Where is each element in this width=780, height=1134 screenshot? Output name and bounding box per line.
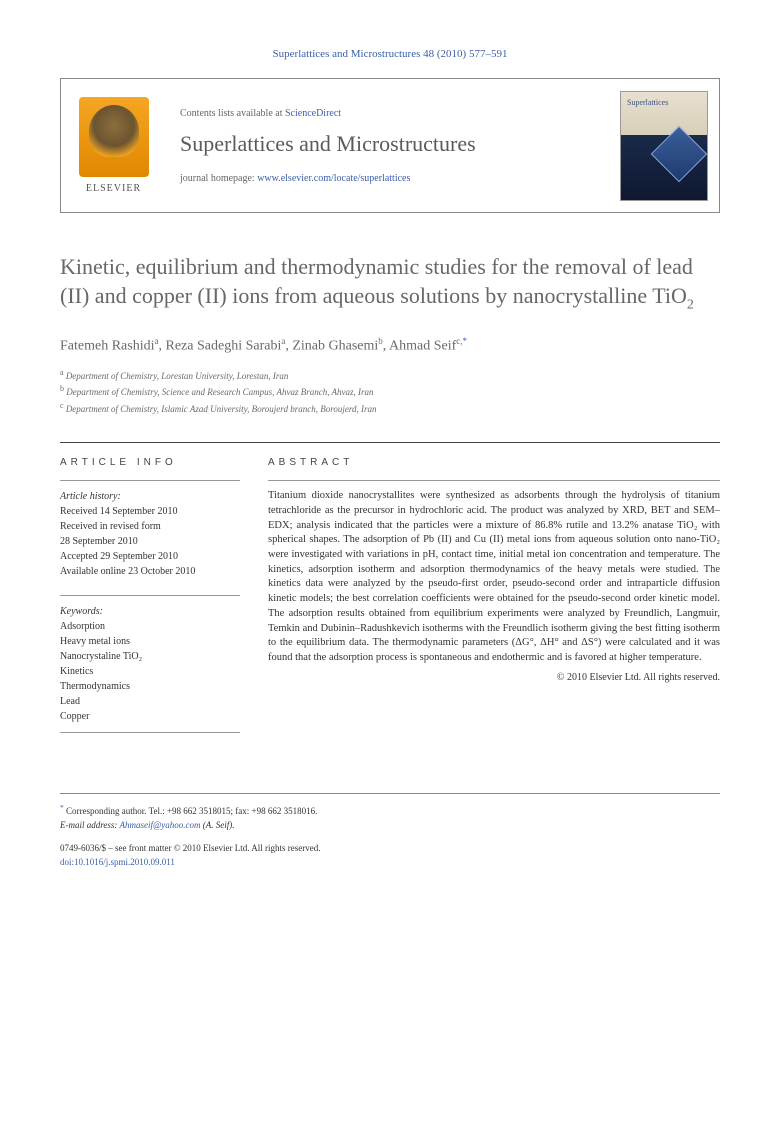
author-3-aff: b <box>378 336 383 346</box>
abstract-copyright: © 2010 Elsevier Ltd. All rights reserved… <box>268 672 720 683</box>
journal-homepage: journal homepage: www.elsevier.com/locat… <box>180 173 595 184</box>
affiliation-a: a Department of Chemistry, Lorestan Univ… <box>60 367 720 384</box>
keyword-3: Kinetics <box>60 664 240 679</box>
abstract-column: ABSTRACT Titanium dioxide nanocrystallit… <box>268 457 720 733</box>
author-1: Fatemeh Rashidi <box>60 339 155 354</box>
doi-line: doi:10.1016/j.spmi.2010.09.011 <box>60 856 720 870</box>
issn-copyright: 0749-6036/$ – see front matter © 2010 El… <box>60 842 720 856</box>
article-info-column: ARTICLE INFO Article history: Received 1… <box>60 457 240 733</box>
article-history: Article history: Received 14 September 2… <box>60 480 240 579</box>
keyword-1: Heavy metal ions <box>60 634 240 649</box>
citation-line: Superlattices and Microstructures 48 (20… <box>60 48 720 60</box>
affiliation-c: c Department of Chemistry, Islamic Azad … <box>60 400 720 417</box>
page-footer: * Corresponding author. Tel.: +98 662 35… <box>60 793 720 869</box>
affiliations: a Department of Chemistry, Lorestan Univ… <box>60 367 720 417</box>
aff-b-text: Department of Chemistry, Science and Res… <box>66 387 373 397</box>
elsevier-tree-icon <box>79 97 149 177</box>
aff-a-sup: a <box>60 368 64 377</box>
contents-prefix: Contents lists available at <box>180 108 285 119</box>
affiliation-b: b Department of Chemistry, Science and R… <box>60 383 720 400</box>
email-label: E-mail address: <box>60 820 117 830</box>
keyword-5: Lead <box>60 694 240 709</box>
keyword-4: Thermodynamics <box>60 679 240 694</box>
sciencedirect-link[interactable]: ScienceDirect <box>285 108 341 119</box>
keywords-label: Keywords: <box>60 604 240 619</box>
doi-label: doi: <box>60 857 74 867</box>
author-2: Reza Sadeghi Sarabi <box>166 339 282 354</box>
doi-link[interactable]: 10.1016/j.spmi.2010.09.011 <box>74 857 175 867</box>
online-date: Available online 23 October 2010 <box>60 564 240 579</box>
corresp-star-icon: * <box>463 336 468 346</box>
article-title: Kinetic, equilibrium and thermodynamic s… <box>60 253 720 314</box>
revised-date: 28 September 2010 <box>60 534 240 549</box>
keyword-6: Copper <box>60 709 240 724</box>
author-4: Ahmad Seif <box>389 339 456 354</box>
history-label: Article history: <box>60 489 240 504</box>
author-3: Zinab Ghasemi <box>292 339 378 354</box>
email-name: (A. Seif). <box>203 820 235 830</box>
article-info-header: ARTICLE INFO <box>60 457 240 468</box>
aff-c-sup: c <box>60 401 64 410</box>
footer-star-icon: * <box>60 803 64 812</box>
publisher-logo-area: ELSEVIER <box>61 79 166 212</box>
received-date: Received 14 September 2010 <box>60 504 240 519</box>
corresp-author-line: * Corresponding author. Tel.: +98 662 35… <box>60 802 720 819</box>
title-text: Kinetic, equilibrium and thermodynamic s… <box>60 254 693 308</box>
journal-name: Superlattices and Microstructures <box>180 131 595 157</box>
journal-header: ELSEVIER Contents lists available at Sci… <box>60 78 720 213</box>
contents-available: Contents lists available at ScienceDirec… <box>180 108 595 119</box>
author-1-aff: a <box>155 336 159 346</box>
accepted-date: Accepted 29 September 2010 <box>60 549 240 564</box>
publisher-label: ELSEVIER <box>86 183 141 194</box>
keyword-2: Nanocrystaline TiO₂ <box>60 649 240 664</box>
homepage-link[interactable]: www.elsevier.com/locate/superlattices <box>257 173 410 184</box>
abstract-text: Titanium dioxide nanocrystallites were s… <box>268 480 720 665</box>
author-2-aff: a <box>281 336 285 346</box>
email-link[interactable]: Ahmaseif@yahoo.com <box>120 820 201 830</box>
abstract-header: ABSTRACT <box>268 457 720 468</box>
aff-c-text: Department of Chemistry, Islamic Azad Un… <box>66 404 377 414</box>
corresp-email-line: E-mail address: Ahmaseif@yahoo.com (A. S… <box>60 819 720 833</box>
keyword-0: Adsorption <box>60 619 240 634</box>
keywords-block: Keywords: Adsorption Heavy metal ions Na… <box>60 595 240 733</box>
title-subscript: 2 <box>687 297 694 312</box>
authors-line: Fatemeh Rashidia, Reza Sadeghi Sarabia, … <box>60 336 720 355</box>
journal-cover-icon: Superlattices <box>620 91 708 201</box>
homepage-prefix: journal homepage: <box>180 173 257 184</box>
corresp-contact: Corresponding author. Tel.: +98 662 3518… <box>66 806 317 816</box>
revised-label: Received in revised form <box>60 519 240 534</box>
aff-b-sup: b <box>60 384 64 393</box>
cover-title: Superlattices <box>627 98 668 107</box>
info-abstract-row: ARTICLE INFO Article history: Received 1… <box>60 442 720 733</box>
aff-a-text: Department of Chemistry, Lorestan Univer… <box>66 371 289 381</box>
cover-thumb-area: Superlattices <box>609 79 719 212</box>
journal-info: Contents lists available at ScienceDirec… <box>166 79 609 212</box>
